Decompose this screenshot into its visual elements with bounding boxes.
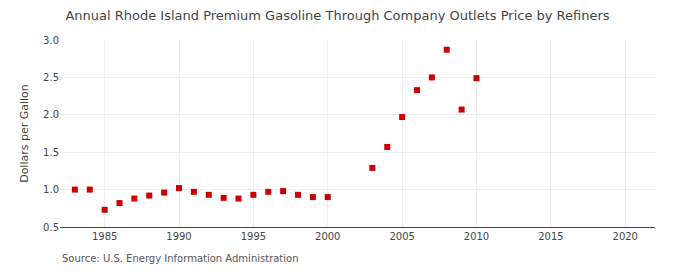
- svg-text:1990: 1990: [166, 231, 191, 242]
- svg-text:Annual Rhode Island Premium Ga: Annual Rhode Island Premium Gasoline Thr…: [65, 8, 609, 23]
- svg-text:2005: 2005: [389, 231, 414, 242]
- svg-text:0.5: 0.5: [43, 222, 59, 233]
- svg-text:1.0: 1.0: [43, 184, 59, 195]
- svg-text:2000: 2000: [315, 231, 340, 242]
- svg-text:2.5: 2.5: [43, 72, 59, 83]
- svg-text:1995: 1995: [241, 231, 266, 242]
- svg-text:2020: 2020: [613, 231, 638, 242]
- svg-text:1985: 1985: [92, 231, 117, 242]
- svg-text:Source: U.S. Energy Informatio: Source: U.S. Energy Information Administ…: [62, 253, 299, 264]
- svg-text:2010: 2010: [464, 231, 489, 242]
- svg-text:Dollars per Gallon: Dollars per Gallon: [18, 84, 31, 183]
- svg-text:2015: 2015: [538, 231, 563, 242]
- svg-text:2.0: 2.0: [43, 109, 59, 120]
- svg-text:1.5: 1.5: [43, 147, 59, 158]
- svg-text:3.0: 3.0: [43, 35, 59, 46]
